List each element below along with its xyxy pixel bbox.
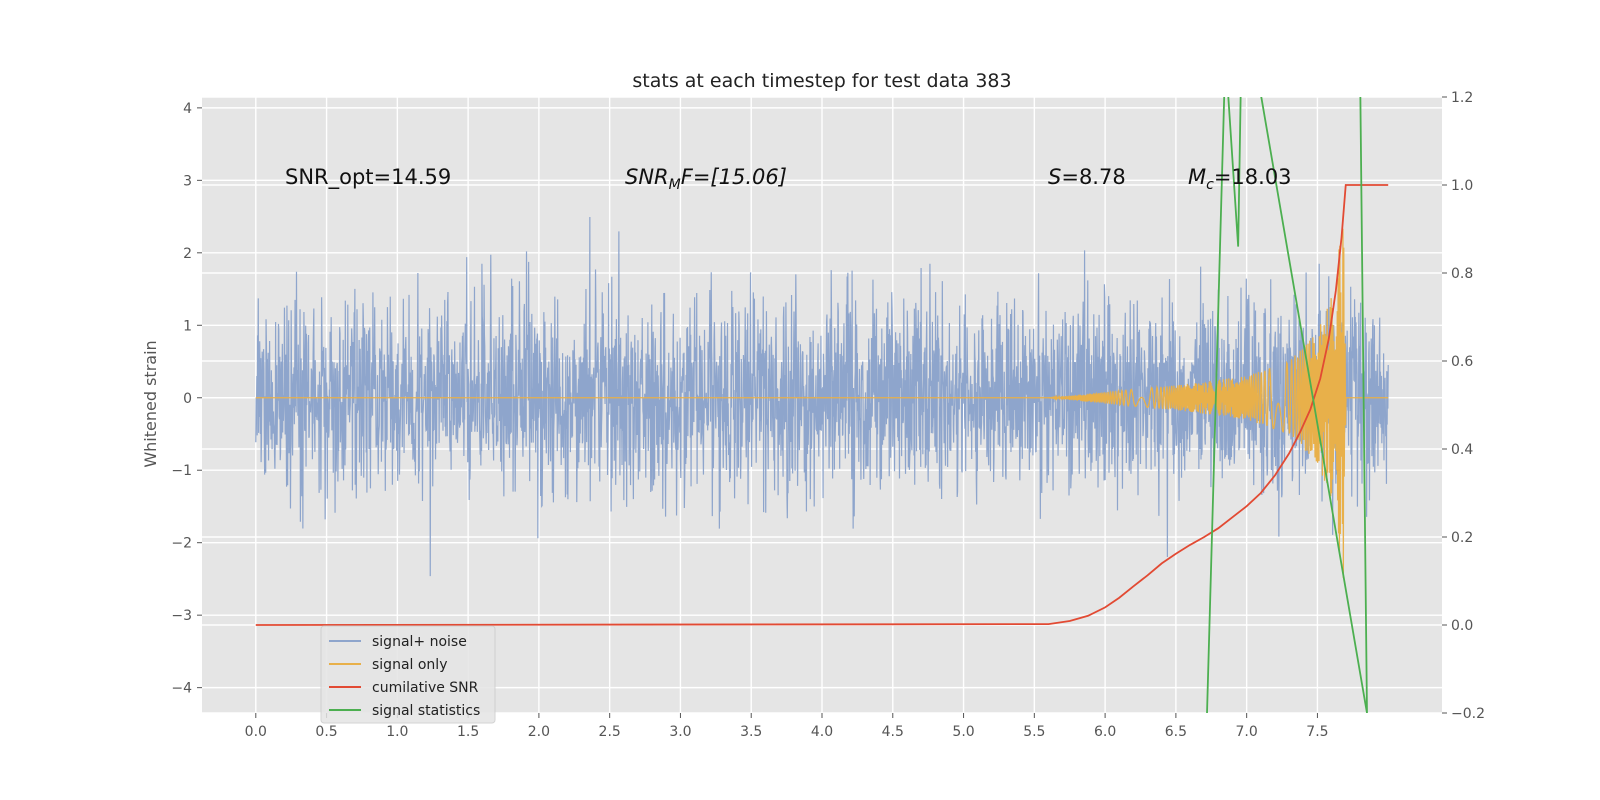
x-tick-label: 2.5 — [599, 724, 621, 740]
y2-tick-label: −0.2 — [1451, 706, 1485, 722]
series-signal-only — [255, 228, 1389, 578]
x-tick-label: 0.0 — [245, 724, 267, 740]
y-tick-label: −1 — [171, 463, 192, 479]
x-tick-label: 3.5 — [740, 724, 762, 740]
y2-tick-label: 0.4 — [1451, 442, 1473, 458]
annotation-mc: Mc=18.03 — [1188, 165, 1292, 193]
annotation-mc-main: M — [1188, 165, 1206, 189]
y-axis-label: Whitened strain — [141, 340, 160, 467]
annotation-s-letter: S — [1048, 165, 1061, 189]
x-tick-label: 7.5 — [1306, 724, 1328, 740]
x-tick-label: 0.5 — [315, 724, 337, 740]
series-cumulative-snr — [255, 184, 1389, 626]
annotation-s-value: =8.78 — [1061, 165, 1125, 189]
annotation-mc-value: =18.03 — [1214, 165, 1292, 189]
x-tick-label: 3.0 — [669, 724, 691, 740]
x-tick-label: 5.0 — [952, 724, 974, 740]
x-tick-label: 4.0 — [811, 724, 833, 740]
axis-ticks: 0.0 0.5 1.0 1.5 2.0 2.5 3.0 3.5 4.0 4.5 5.0 5.5 6.0 6… — [171, 90, 1485, 740]
x-tick-label: 5.5 — [1023, 724, 1045, 740]
series-signal-noise — [255, 216, 1389, 577]
x-tick-label: 1.0 — [386, 724, 408, 740]
y-tick-label: 1 — [183, 318, 192, 334]
annotation-snr-opt: SNR_opt=14.59 — [285, 165, 451, 190]
y2-tick-label: 0.0 — [1451, 618, 1473, 634]
chart-title: stats at each timestep for test data 383 — [632, 70, 1011, 92]
annotation-snr-mf-sub: M — [669, 177, 681, 193]
x-tick-label: 6.5 — [1165, 724, 1187, 740]
legend: signal+ noise signal only cumilative SNR si… — [320, 625, 496, 724]
annotation-s: S=8.78 — [1048, 165, 1126, 189]
y-tick-label: −2 — [171, 536, 192, 552]
y2-tick-label: 1.0 — [1451, 178, 1473, 194]
y-tick-label: 3 — [183, 173, 192, 189]
legend-label-1: signal only — [372, 657, 447, 673]
series-layer — [255, 97, 1389, 713]
y-tick-label: −4 — [171, 681, 192, 697]
y-tick-label: −3 — [171, 608, 192, 624]
annotation-snr-mf-main: SNR — [625, 165, 669, 189]
y2-tick-label: 0.2 — [1451, 530, 1473, 546]
x-tick-label: 4.5 — [882, 724, 904, 740]
y-tick-label: 4 — [183, 101, 192, 117]
y2-tick-label: 1.2 — [1451, 90, 1473, 106]
legend-label-2: cumilative SNR — [372, 680, 479, 696]
y-tick-label: 0 — [183, 391, 192, 407]
legend-label-3: signal statistics — [372, 703, 480, 719]
y-tick-label: 2 — [183, 246, 192, 262]
annotation-snr-mf-f: F=[15.06] — [681, 165, 787, 189]
annotation-snr-mf: SNRMF=[15.06] — [625, 165, 787, 193]
y2-tick-label: 0.6 — [1451, 354, 1473, 370]
x-tick-label: 6.0 — [1094, 724, 1116, 740]
x-tick-label: 7.0 — [1236, 724, 1258, 740]
x-tick-label: 2.0 — [528, 724, 550, 740]
x-tick-label: 1.5 — [457, 724, 479, 740]
y2-tick-label: 0.8 — [1451, 266, 1473, 282]
annotations: SNR_opt=14.59 SNRMF=[15.06] S=8.78 Mc=18… — [285, 165, 1292, 193]
legend-label-0: signal+ noise — [372, 634, 467, 650]
legend-box — [320, 625, 496, 724]
annotation-mc-sub: c — [1206, 177, 1214, 193]
